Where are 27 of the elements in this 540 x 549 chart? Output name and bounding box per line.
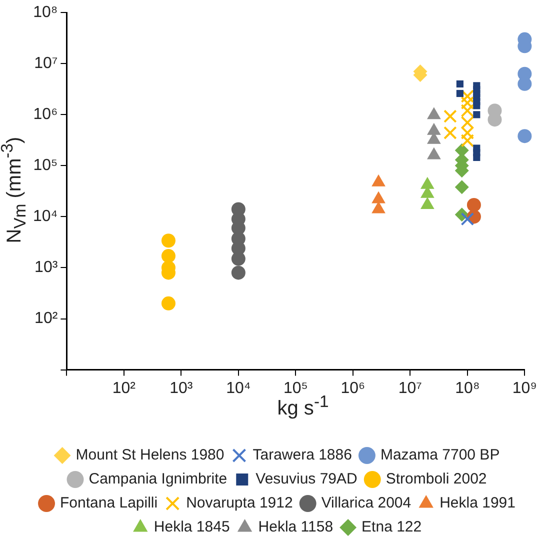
y-tick-label: 10⁵ — [33, 157, 58, 174]
legend-label: Stromboli 2002 — [386, 470, 487, 488]
x-tick-label: 10⁹ — [512, 380, 538, 397]
legend-label: Novarupta 1912 — [186, 494, 293, 512]
legend-label: Mount St Helens 1980 — [76, 446, 224, 464]
legend-label: Campania Ignimbrite — [88, 470, 228, 488]
x-tick-label: 10⁷ — [398, 380, 422, 397]
y-tick-label: 10⁴ — [33, 208, 58, 226]
y-tick-label: 10⁸ — [33, 4, 58, 22]
legend-label: Etna 122 — [362, 518, 422, 536]
legend-label: Villarica 2004 — [321, 494, 412, 512]
legend-label: Hekla 1158 — [258, 518, 334, 536]
y-tick-label: 10³ — [34, 259, 58, 276]
x-tick-label: 10² — [112, 380, 136, 397]
legend-label: Hekla 1991 — [440, 494, 516, 512]
x-tick-label: 10⁶ — [340, 380, 366, 397]
x-tick-label: 10³ — [170, 380, 194, 397]
legend-label: Hekla 1845 — [154, 518, 230, 536]
x-tick-label: 10⁴ — [226, 380, 251, 397]
y-tick-label: 10⁶ — [33, 106, 58, 124]
legend-label: Tarawera 1886 — [252, 446, 352, 464]
x-tick-label: 10⁸ — [455, 380, 480, 397]
y-tick-label: 10² — [34, 310, 58, 328]
y-tick-label: 10⁷ — [34, 55, 58, 72]
legend-label: Vesuvius 79AD — [256, 470, 358, 488]
legend-label: Mazama 7700 BP — [380, 446, 500, 464]
legend-label: Fontana Lapilli — [60, 494, 158, 512]
